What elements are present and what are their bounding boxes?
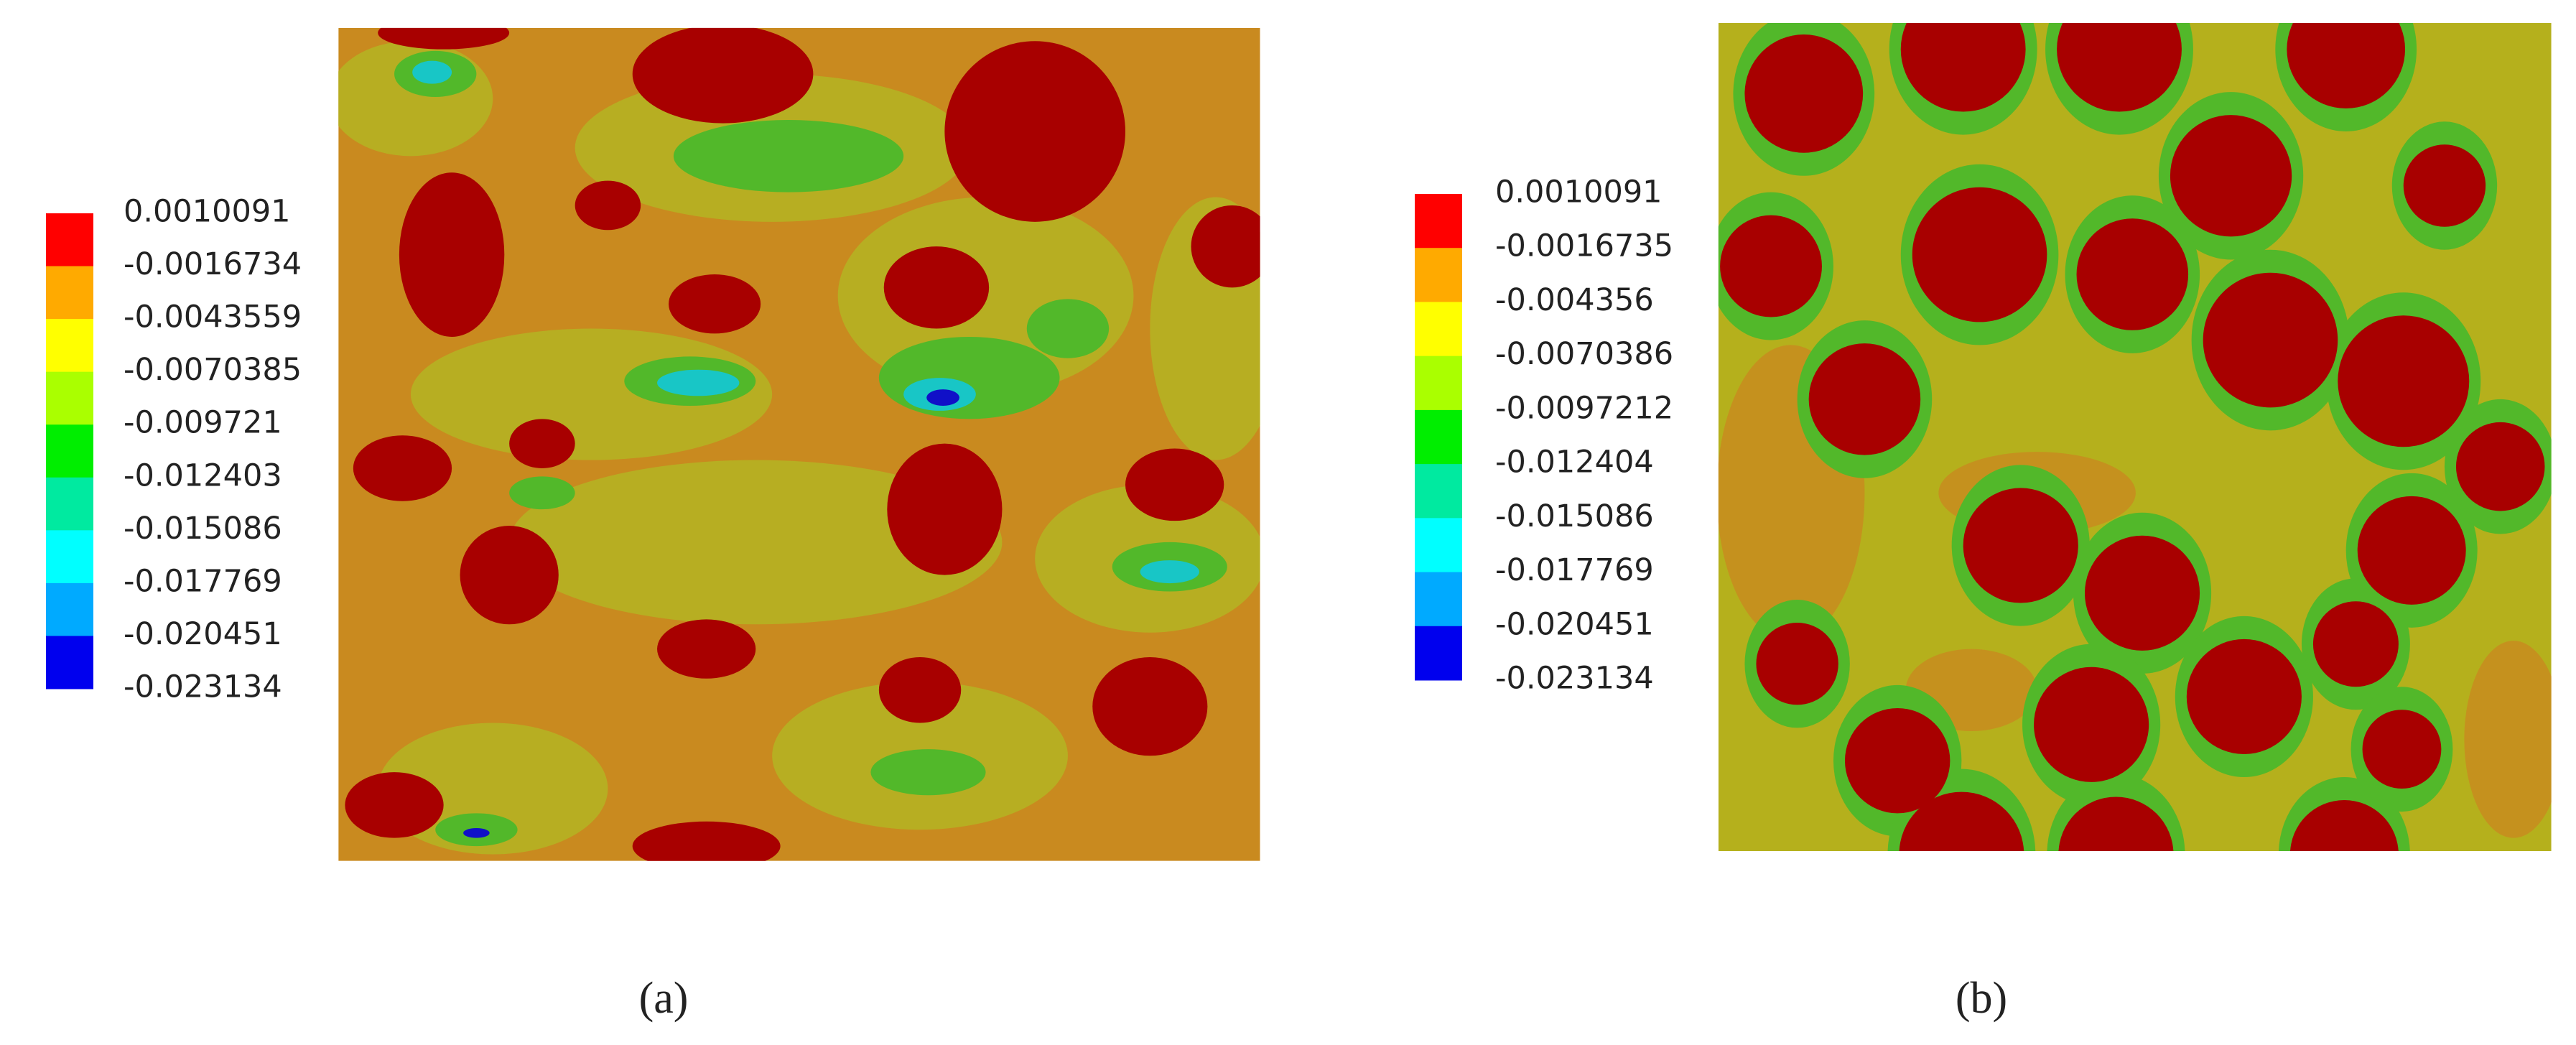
legend-swatch xyxy=(46,424,93,478)
legend-label: -0.023134 xyxy=(124,669,282,705)
contour-blob xyxy=(1899,791,2024,851)
contour-plot-a xyxy=(338,27,1260,861)
legend-label: 0.0010091 xyxy=(1495,175,1663,210)
legend-swatch xyxy=(46,530,93,584)
legend-label: -0.015086 xyxy=(1495,498,1654,534)
contour-blob xyxy=(2338,315,2470,447)
legend-label: -0.012404 xyxy=(1495,445,1654,480)
contour-blob xyxy=(2058,796,2174,851)
legend-label: -0.015086 xyxy=(124,511,282,547)
legend-label: -0.0070385 xyxy=(124,352,302,388)
contour-blob xyxy=(1756,623,1838,705)
legend-swatch xyxy=(1415,194,1462,249)
legend-swatch xyxy=(46,213,93,267)
legend-label: -0.009721 xyxy=(124,405,282,441)
legend-label: -0.012403 xyxy=(124,458,282,493)
legend-swatch xyxy=(1415,518,1462,573)
panel-label: (b) xyxy=(1956,974,2007,1023)
contour-blob xyxy=(1963,488,2078,603)
panel-label: (a) xyxy=(639,974,689,1023)
legend-label: -0.0016735 xyxy=(1495,228,1673,264)
legend-swatch xyxy=(1415,464,1462,519)
legend-label: -0.0043559 xyxy=(124,299,302,335)
contour-blob xyxy=(1844,707,1950,814)
contour-blob xyxy=(2357,496,2466,605)
legend-swatch xyxy=(46,636,93,689)
legend-label: -0.0097212 xyxy=(1495,390,1673,426)
contour-blob xyxy=(2290,800,2399,851)
contour-blob xyxy=(2170,115,2292,237)
contour-blob xyxy=(2203,272,2338,408)
contour-blob xyxy=(2084,535,2200,651)
legend-label: -0.004356 xyxy=(1495,282,1654,318)
legend-label: -0.0016734 xyxy=(124,246,302,282)
legend-label: -0.020451 xyxy=(1495,606,1654,642)
legend-label: -0.0070386 xyxy=(1495,336,1673,372)
legend-label: -0.017769 xyxy=(124,563,282,599)
contour-blob xyxy=(2076,218,2189,330)
legend-swatch xyxy=(46,319,93,373)
legend-swatch xyxy=(46,371,93,425)
legend-swatch xyxy=(1415,248,1462,302)
contour-blob xyxy=(2362,710,2442,789)
legend-swatch xyxy=(1415,302,1462,357)
contour-blob xyxy=(1912,187,2047,322)
contour-blob xyxy=(1808,343,1921,455)
contour-blob xyxy=(2186,638,2302,755)
legend-label: -0.020451 xyxy=(124,616,282,652)
contour-plot-b xyxy=(1718,23,2552,851)
legend-label: -0.023134 xyxy=(1495,661,1654,697)
legend-swatch xyxy=(1415,409,1462,465)
contour-blob xyxy=(2455,422,2545,511)
legend-swatch xyxy=(1415,572,1462,627)
contour-blob xyxy=(1900,23,2026,112)
legend-label: 0.0010091 xyxy=(124,194,291,230)
legend-swatch xyxy=(1415,356,1462,411)
legend-swatch xyxy=(46,266,93,320)
contour-blob xyxy=(2312,601,2399,687)
contour-blob xyxy=(1744,34,1864,153)
contour-blob xyxy=(2057,23,2182,112)
legend-label: -0.017769 xyxy=(1495,552,1654,588)
contour-blob xyxy=(2403,144,2486,227)
contour-blob xyxy=(1720,215,1822,317)
legend-swatch xyxy=(1415,626,1462,681)
legend-swatch xyxy=(46,477,93,531)
legend-swatch xyxy=(46,582,93,636)
contour-blob xyxy=(2034,667,2149,782)
contour-blob xyxy=(2287,23,2406,108)
